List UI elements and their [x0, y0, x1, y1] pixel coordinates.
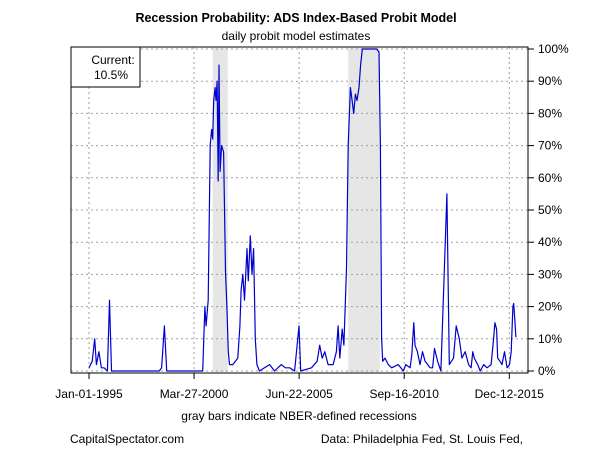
- recession-shading-group: [212, 48, 380, 372]
- series-group: [88, 48, 517, 372]
- y-tick-label: 100%: [538, 42, 569, 56]
- y-tick-label: 50%: [538, 203, 562, 217]
- plot-area-border: [70, 46, 529, 374]
- footer-source-right: Data: Philadelphia Fed, St. Louis Fed,: [321, 432, 523, 446]
- y-tick-label: 40%: [538, 235, 562, 249]
- chart-title: Recession Probability: ADS Index-Based P…: [135, 11, 456, 25]
- x-tick-label: Dec-12-2015: [475, 387, 545, 401]
- y-tick-label: 30%: [538, 267, 562, 281]
- gridlines: [71, 47, 528, 373]
- y-tick-label: 90%: [538, 74, 562, 88]
- series-line-1: [88, 48, 517, 372]
- x-axis-label: gray bars indicate NBER-defined recessio…: [181, 409, 416, 423]
- y-tick-label: 80%: [538, 106, 562, 120]
- x-tick-label: Mar-27-2000: [160, 387, 229, 401]
- current-value-box: Current: 10.5%: [70, 46, 141, 88]
- footer-source-left: CapitalSpectator.com: [70, 432, 184, 446]
- y-tick-label: 70%: [538, 139, 562, 153]
- x-tick-label: Jan-01-1995: [55, 387, 123, 401]
- y-tick-label: 10%: [538, 332, 562, 346]
- y-tick-label: 60%: [538, 171, 562, 185]
- chart-subtitle: daily probit model estimates: [222, 29, 371, 43]
- recession-bar-2: [348, 48, 380, 372]
- y-tick-label: 0%: [538, 364, 556, 378]
- x-axis: Jan-01-1995 Mar-27-2000 Jun-22-2005 Sep-16-…: [55, 373, 544, 401]
- y-axis: 0% 10% 20% 30% 40% 50% 60% 70% 80% 90% 100%: [528, 42, 569, 378]
- recession-bar-1: [212, 48, 228, 372]
- current-box-frame: [70, 46, 141, 88]
- current-value: 10.5%: [94, 68, 128, 82]
- x-tick-label: Sep-16-2010: [370, 387, 440, 401]
- current-label: Current:: [91, 53, 134, 67]
- y-tick-label: 20%: [538, 300, 562, 314]
- x-tick-label: Jun-22-2005: [265, 387, 333, 401]
